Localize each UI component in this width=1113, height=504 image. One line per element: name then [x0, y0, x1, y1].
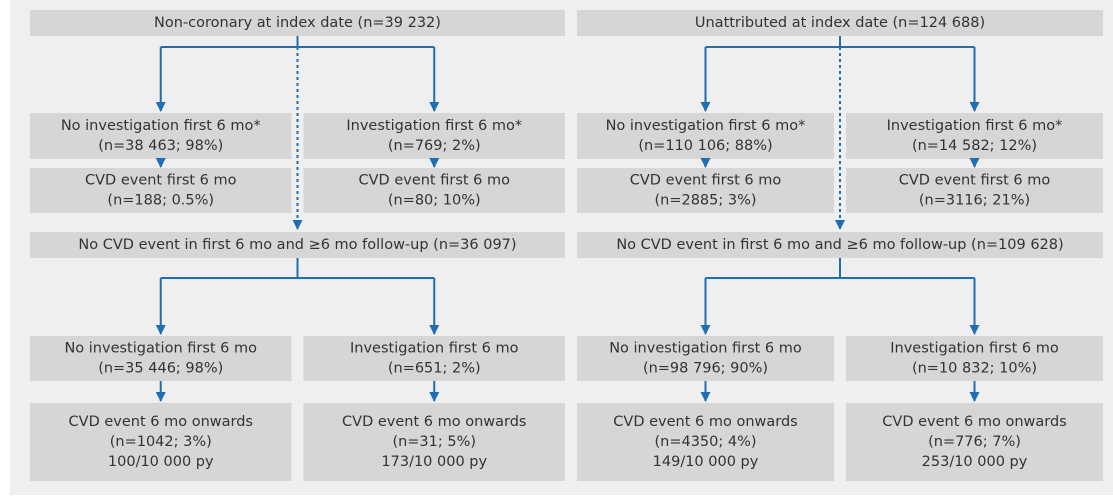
event-box-text: 253/10 000 py — [922, 454, 1028, 470]
group-box-text: (n=35 446; 98%) — [98, 361, 223, 377]
followup-box — [577, 232, 1103, 258]
followup-box-text: No CVD event in first 6 mo and ≥6 mo fol… — [78, 237, 516, 253]
event-box — [303, 168, 565, 213]
event-box-text: (n=776; 7%) — [928, 434, 1021, 450]
event-box-text: CVD event 6 mo onwards — [342, 414, 526, 430]
group-box-text: No investigation first 6 mo — [64, 341, 257, 357]
event-box-text: (n=1042; 3%) — [110, 434, 212, 450]
group-box — [303, 113, 565, 159]
top-box-text: Non-coronary at index date (n=39 232) — [154, 15, 441, 31]
group-box — [30, 113, 292, 159]
group-box-text: (n=14 582; 12%) — [912, 138, 1037, 154]
event-box-text: CVD event first 6 mo — [85, 173, 237, 189]
group-box — [577, 113, 834, 159]
event-box — [303, 403, 565, 481]
event-box — [30, 168, 292, 213]
group-box — [846, 113, 1103, 159]
followup-box-text: No CVD event in first 6 mo and ≥6 mo fol… — [616, 237, 1063, 253]
group-box-text: (n=110 106; 88%) — [638, 138, 772, 154]
event-box-text: (n=4350; 4%) — [654, 434, 756, 450]
event-box-text: 100/10 000 py — [108, 454, 214, 470]
group-box-text: (n=651; 2%) — [388, 361, 481, 377]
event-box-text: CVD event 6 mo onwards — [69, 414, 253, 430]
top-box — [30, 10, 565, 36]
branch — [160, 258, 435, 279]
group-box-text: (n=38 463; 98%) — [98, 138, 223, 154]
event-box — [577, 403, 834, 481]
group-box-text: (n=10 832; 10%) — [912, 361, 1037, 377]
event-box-text: CVD event 6 mo onwards — [613, 414, 797, 430]
group-box-text: No investigation first 6 mo — [609, 341, 802, 357]
event-box-text: (n=188; 0.5%) — [107, 193, 214, 209]
group-box — [846, 336, 1103, 381]
group-box-text: Investigation first 6 mo — [350, 341, 519, 357]
event-box-text: (n=3116; 21%) — [919, 193, 1030, 209]
event-box — [846, 403, 1103, 481]
event-box — [577, 168, 834, 213]
event-box-text: (n=31; 5%) — [392, 434, 476, 450]
event-box-text: (n=80; 10%) — [388, 193, 481, 209]
top-box-text: Unattributed at index date (n=124 688) — [695, 15, 985, 31]
event-box-text: (n=2885; 3%) — [654, 193, 756, 209]
branch — [705, 258, 975, 279]
group-box-text: No investigation first 6 mo* — [606, 118, 806, 134]
event-box-text: 173/10 000 py — [381, 454, 487, 470]
top-box — [577, 10, 1103, 36]
event-box-text: CVD event first 6 mo — [359, 173, 511, 189]
group-box-text: (n=769; 2%) — [388, 138, 481, 154]
group-box — [577, 336, 834, 381]
group-box-text: No investigation first 6 mo* — [61, 118, 261, 134]
event-box — [30, 403, 292, 481]
event-box-text: CVD event first 6 mo — [630, 173, 782, 189]
group-box-text: Investigation first 6 mo* — [887, 118, 1063, 134]
group-box — [303, 336, 565, 381]
group-box-text: Investigation first 6 mo* — [346, 118, 522, 134]
event-box-text: CVD event 6 mo onwards — [882, 414, 1066, 430]
group-box-text: Investigation first 6 mo — [890, 341, 1059, 357]
group-box-text: (n=98 796; 90%) — [643, 361, 768, 377]
event-box — [846, 168, 1103, 213]
event-box-text: CVD event first 6 mo — [899, 173, 1051, 189]
followup-box — [30, 232, 565, 258]
event-box-text: 149/10 000 py — [653, 454, 759, 470]
group-box — [30, 336, 292, 381]
